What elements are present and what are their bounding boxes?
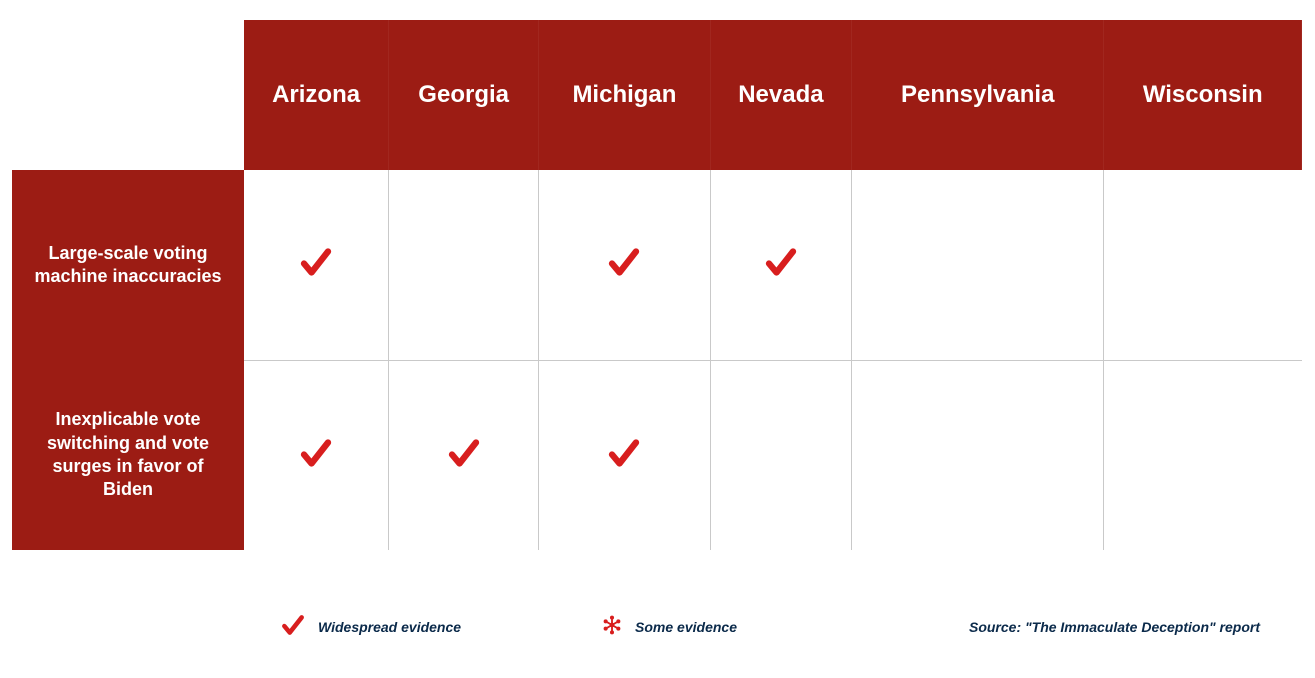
check-icon (606, 458, 642, 475)
cell (389, 360, 539, 550)
cell (539, 360, 711, 550)
cell (852, 170, 1104, 360)
check-icon (280, 612, 306, 641)
legend: Widespread evidence Some evidence Source… (280, 612, 1290, 641)
cell (539, 170, 711, 360)
check-icon (298, 458, 334, 475)
row-head: Inexplicable vote switching and vote sur… (12, 360, 244, 550)
cell (389, 170, 539, 360)
check-icon (606, 267, 642, 284)
col-head-nevada: Nevada (710, 20, 851, 170)
legend-source: Source: "The Immaculate Deception" repor… (969, 619, 1290, 635)
table-body: Large-scale voting machine inaccuraciesI… (12, 170, 1302, 550)
col-head-michigan: Michigan (539, 20, 711, 170)
corner-cell (12, 20, 244, 170)
header-row: Arizona Georgia Michigan Nevada Pennsylv… (12, 20, 1302, 170)
legend-some-label: Some evidence (635, 619, 737, 635)
col-head-arizona: Arizona (244, 20, 389, 170)
check-icon (763, 267, 799, 284)
cell (1104, 170, 1302, 360)
cell (244, 360, 389, 550)
cell (710, 360, 851, 550)
col-head-wisconsin: Wisconsin (1104, 20, 1302, 170)
legend-widespread: Widespread evidence (280, 612, 461, 641)
legend-widespread-label: Widespread evidence (318, 619, 461, 635)
evidence-table: Arizona Georgia Michigan Nevada Pennsylv… (12, 20, 1302, 550)
check-icon (298, 267, 334, 284)
cell (1104, 360, 1302, 550)
table-row: Large-scale voting machine inaccuracies (12, 170, 1302, 360)
check-icon (446, 458, 482, 475)
col-head-pennsylvania: Pennsylvania (852, 20, 1104, 170)
cell (852, 360, 1104, 550)
row-head: Large-scale voting machine inaccuracies (12, 170, 244, 360)
cell (244, 170, 389, 360)
legend-some: Some evidence (601, 614, 737, 639)
asterisk-icon (601, 614, 623, 639)
cell (710, 170, 851, 360)
col-head-georgia: Georgia (389, 20, 539, 170)
table-row: Inexplicable vote switching and vote sur… (12, 360, 1302, 550)
evidence-table-container: Arizona Georgia Michigan Nevada Pennsylv… (12, 20, 1302, 550)
